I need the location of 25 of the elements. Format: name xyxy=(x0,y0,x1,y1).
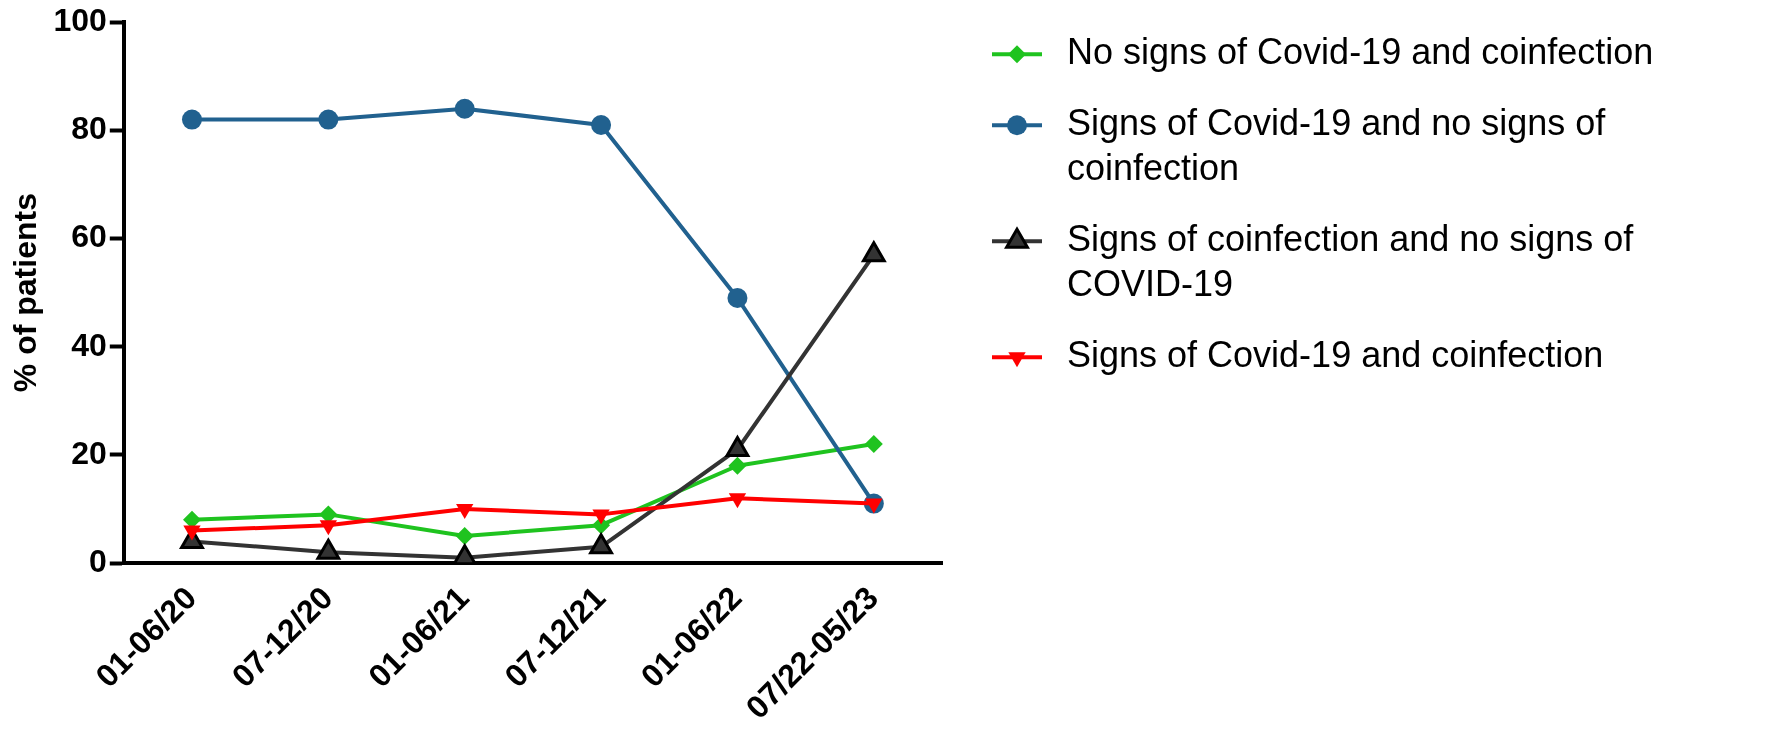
y-tick-label: 40 xyxy=(71,326,107,363)
point xyxy=(592,509,610,525)
point xyxy=(456,503,474,519)
y-axis-title: % of patients xyxy=(7,193,44,393)
legend-label: Signs of Covid-19 and coinfection xyxy=(1067,334,1604,376)
legend-label: No signs of Covid-19 and coinfection xyxy=(1067,31,1654,73)
y-tick-label: 20 xyxy=(71,434,107,471)
point xyxy=(865,498,883,514)
point xyxy=(183,525,201,541)
point xyxy=(728,493,747,509)
point xyxy=(455,527,474,546)
point xyxy=(318,109,339,130)
y-tick-label: 60 xyxy=(71,218,107,255)
y-tick-label: 0 xyxy=(88,542,107,579)
point xyxy=(319,520,337,536)
legend-label: Signs of coinfection and no signs of COVID-19 xyxy=(1067,218,1635,305)
legend-label: Signs of Covid-19 and no signs of coinfection xyxy=(1067,102,1607,189)
point xyxy=(454,98,475,119)
point xyxy=(181,109,202,130)
y-tick-label: 80 xyxy=(71,110,107,147)
point xyxy=(591,114,612,135)
point xyxy=(728,456,747,475)
y-tick-label: 100 xyxy=(53,2,107,39)
point xyxy=(864,435,883,454)
point xyxy=(727,288,748,309)
